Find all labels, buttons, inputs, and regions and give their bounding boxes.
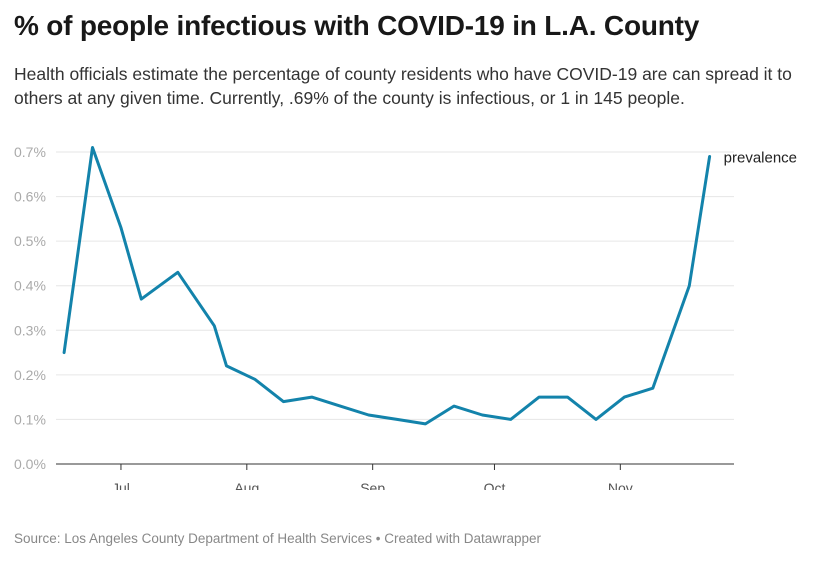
data-point (452, 405, 455, 408)
data-point (424, 422, 427, 425)
data-point (339, 405, 342, 408)
data-point (688, 284, 691, 287)
x-tick-label: Nov (608, 480, 633, 490)
data-point (176, 271, 179, 274)
data-point (623, 396, 626, 399)
data-point (140, 298, 143, 301)
y-tick-label: 0.6% (14, 189, 46, 205)
series-label-prevalence: prevalence (724, 149, 797, 166)
data-point (63, 351, 66, 354)
y-tick-label: 0.1% (14, 411, 46, 427)
y-tick-label: 0.0% (14, 456, 46, 472)
y-tick-label: 0.4% (14, 278, 46, 294)
y-tick-label: 0.7% (14, 144, 46, 160)
line-chart: 0.0% 0.1% 0.2% 0.3% 0.4% 0.5% 0.6% 0.7% Jul Aug Se… (14, 144, 797, 490)
data-point (651, 387, 654, 390)
data-point (481, 413, 484, 416)
y-tick-label: 0.3% (14, 322, 46, 338)
data-point (708, 155, 711, 158)
tick-labels: 0.0% 0.1% 0.2% 0.3% 0.4% 0.5% 0.6% 0.7% Jul Aug Se… (14, 144, 797, 490)
series-layer (62, 146, 712, 426)
x-tick-label: Oct (484, 480, 506, 490)
data-point (566, 396, 569, 399)
chart-title: % of people infectious with COVID-19 in … (14, 10, 700, 41)
x-axis (56, 463, 734, 470)
data-point (91, 146, 94, 149)
data-point (253, 378, 256, 381)
data-point (396, 418, 399, 421)
data-point (594, 418, 597, 421)
data-point (509, 418, 512, 421)
footer-separator: • (375, 531, 381, 546)
data-point (119, 226, 122, 229)
data-point (310, 396, 313, 399)
x-tick-label: Sep (360, 480, 385, 490)
x-tick-label: Aug (234, 480, 259, 490)
data-point (225, 364, 228, 367)
chart-subtitle: Health officials estimate the percentage… (14, 64, 792, 108)
y-tick-label: 0.2% (14, 367, 46, 383)
data-point (367, 413, 370, 416)
grid-lines (56, 151, 734, 420)
footer: Source: Los Angeles County Department of… (14, 531, 541, 546)
x-tick-label: Jul (112, 480, 130, 490)
data-point (213, 324, 216, 327)
data-point (538, 396, 541, 399)
credit-note: Created with Datawrapper (384, 531, 542, 546)
data-point (282, 400, 285, 403)
source-note: Source: Los Angeles County Department of… (14, 531, 372, 546)
y-tick-label: 0.5% (14, 233, 46, 249)
series-line-prevalence (62, 146, 712, 426)
